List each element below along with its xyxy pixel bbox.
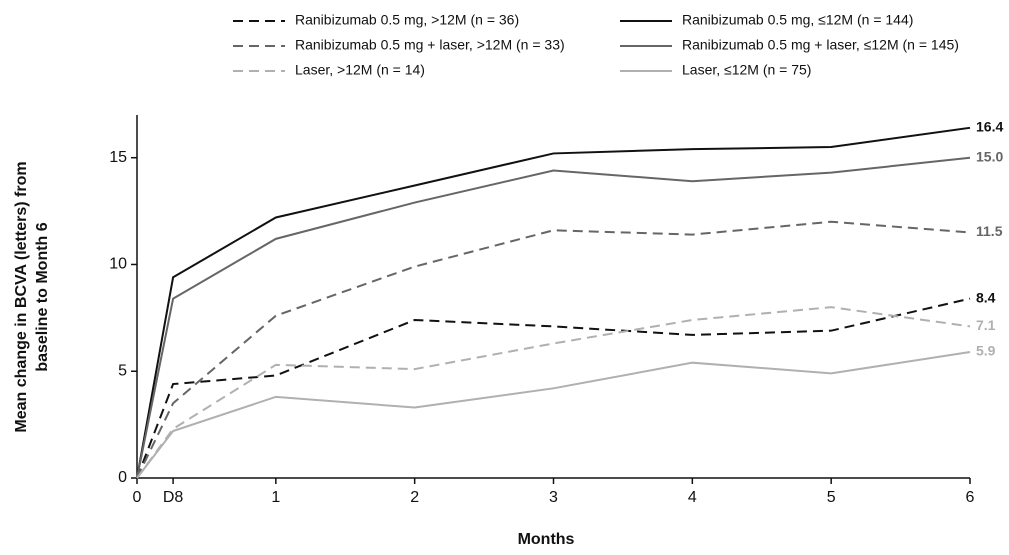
series-line — [136, 297, 971, 479]
x-tick-label: 3 — [549, 489, 558, 506]
data-label: 8.4 — [976, 289, 996, 305]
y-tick-label: 0 — [118, 469, 127, 486]
x-tick-label: D8 — [163, 489, 184, 506]
x-tick-label: 0 — [133, 489, 142, 506]
y-tick-label: 10 — [109, 256, 127, 273]
legend-label: Ranibizumab 0.5 mg + laser, ≤12M (n = 14… — [682, 37, 959, 53]
series-line — [136, 306, 971, 479]
data-label: 7.1 — [976, 317, 996, 333]
legend-label: Ranibizumab 0.5 mg, ≤12M (n = 144) — [682, 12, 913, 28]
legend-label: Ranibizumab 0.5 mg + laser, >12M (n = 33… — [295, 37, 565, 53]
x-tick-label: 5 — [827, 489, 836, 506]
legend-label: Ranibizumab 0.5 mg, >12M (n = 36) — [295, 12, 519, 28]
x-tick-label: 4 — [688, 489, 697, 506]
x-tick-label: 2 — [410, 489, 419, 506]
data-label: 15.0 — [976, 148, 1003, 164]
x-tick-label: 6 — [966, 489, 975, 506]
y-tick-label: 15 — [109, 149, 127, 166]
y-axis-label: baseline to Month 6 — [34, 222, 51, 371]
legend-label: Laser, ≤12M (n = 75) — [682, 62, 811, 78]
series-line — [136, 220, 971, 479]
y-axis-label: Mean change in BCVA (letters) from — [13, 161, 30, 432]
series-line — [136, 156, 971, 479]
series-line — [136, 351, 971, 479]
x-tick-label: 1 — [271, 489, 280, 506]
x-axis-label: Months — [518, 531, 575, 548]
series-line — [136, 126, 971, 479]
data-label: 5.9 — [976, 343, 996, 359]
data-label: 16.4 — [976, 119, 1003, 135]
y-tick-label: 5 — [118, 362, 127, 379]
legend-label: Laser, >12M (n = 14) — [295, 62, 425, 78]
data-label: 11.5 — [976, 223, 1003, 239]
